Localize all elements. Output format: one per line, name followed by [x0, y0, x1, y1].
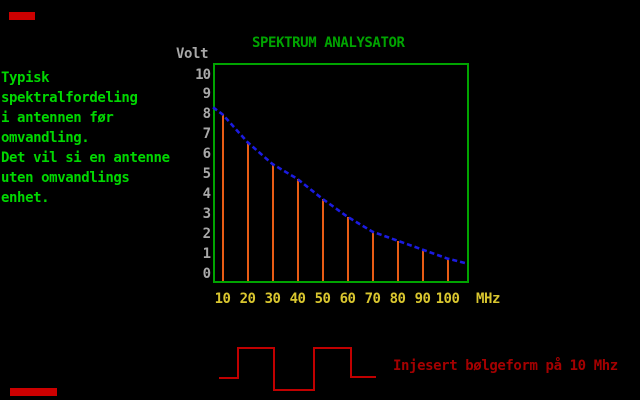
x-tick-label: 70	[364, 291, 381, 307]
y-tick-label: 5	[202, 166, 211, 182]
y-axis-unit-label: Volt	[176, 46, 209, 62]
harmonic-stem	[446, 258, 449, 281]
x-tick-label: 80	[389, 291, 406, 307]
y-tick-label: 2	[202, 225, 211, 242]
description-line: omvandling.	[1, 130, 90, 146]
y-tick-label: 8	[202, 106, 211, 123]
top-left-red-marker	[9, 12, 35, 20]
description-line: enhet.	[1, 190, 50, 206]
x-tick-label: 100	[435, 291, 460, 307]
y-tick-label: 0	[202, 265, 211, 282]
y-tick-label: 4	[202, 185, 211, 202]
y-tick-label: 6	[202, 146, 211, 163]
description-line: uten omvandlings	[1, 170, 130, 186]
x-tick-label: 90	[414, 291, 431, 307]
chart-title: SPEKTRUM ANALYSATOR	[252, 35, 405, 51]
x-tick-label: 20	[239, 291, 256, 307]
x-tick-label: 40	[289, 291, 306, 307]
description-line: Det vil si en antenne	[1, 150, 170, 166]
x-tick-label: 60	[339, 291, 356, 307]
x-tick-label: 50	[314, 291, 331, 307]
description-line: Typisk	[1, 70, 50, 86]
x-tick-label: 30	[264, 291, 281, 307]
description-line: i antennen før	[1, 110, 114, 126]
bottom-left-red-marker	[10, 388, 57, 396]
y-tick-label: 10	[195, 66, 211, 83]
y-tick-label: 3	[202, 205, 211, 222]
x-axis-unit-label: MHz	[476, 291, 501, 307]
harmonic-stem	[421, 249, 424, 281]
y-tick-label: 7	[202, 126, 211, 143]
y-tick-label: 1	[202, 245, 211, 262]
waveform-caption: Injesert bølgeform på 10 Mhz	[393, 358, 618, 374]
description-line: spektralfordeling	[1, 90, 138, 106]
description-text: Typisk spektralfordeling i antennen før omv…	[1, 68, 211, 208]
x-tick-label: 10	[214, 291, 231, 307]
y-tick-label: 9	[202, 86, 211, 103]
